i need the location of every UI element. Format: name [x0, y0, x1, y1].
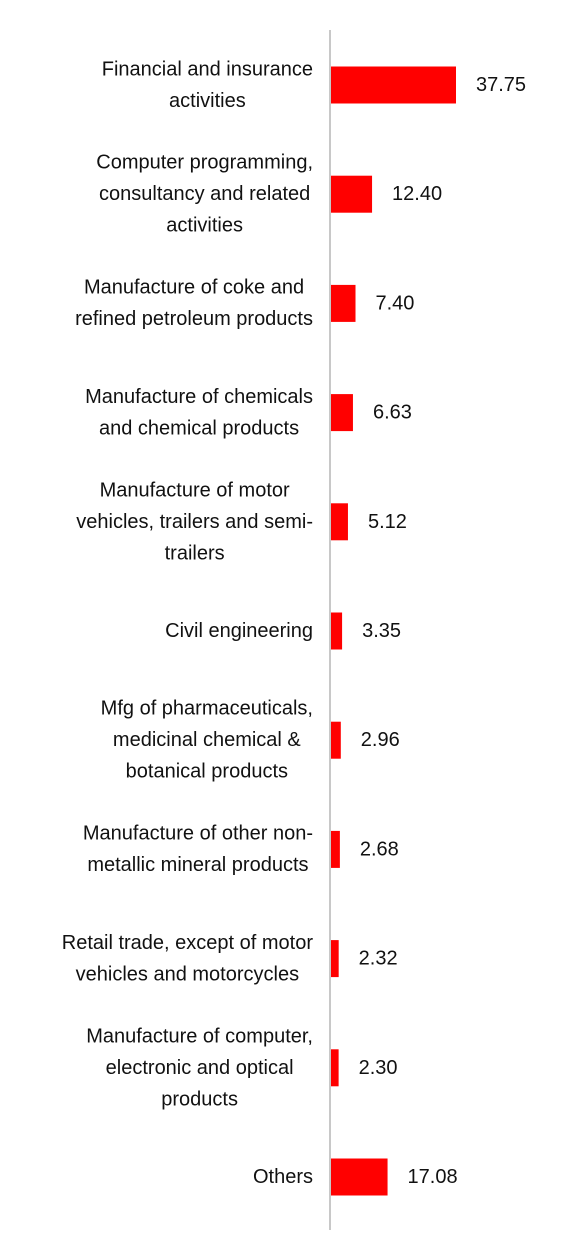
data-label: 37.75 — [476, 74, 526, 96]
labels-group: 37.75 Financial and insurance activities 12… — [62, 58, 526, 1188]
bar — [331, 394, 353, 432]
data-label: 5.12 — [368, 511, 407, 533]
category-label-line: trailers — [165, 542, 225, 564]
category-label: Civil engineering — [165, 620, 313, 642]
data-label: 2.30 — [359, 1057, 398, 1079]
bar — [331, 721, 341, 759]
bar — [331, 284, 356, 322]
data-label: 2.68 — [360, 838, 399, 860]
category-label: Retail trade, except of motor vehicles an… — [62, 932, 314, 986]
data-label: 17.08 — [408, 1166, 458, 1188]
category-label-line: Manufacture of coke and — [84, 277, 304, 299]
category-label-line: activities — [166, 215, 243, 237]
bar — [331, 1049, 339, 1087]
category-label-line: Computer programming, — [96, 152, 313, 174]
category-label-line: vehicles and motorcycles — [76, 963, 299, 985]
category-label-line: Retail trade, except of motor — [62, 932, 314, 954]
category-label-line: medicinal chemical & — [113, 729, 302, 751]
category-label-line: vehicles, trailers and semi- — [76, 511, 313, 533]
bar — [331, 175, 373, 213]
category-label: Manufacture of computer, electronic and o… — [86, 1025, 313, 1110]
bar — [331, 612, 343, 650]
category-label-line: Civil engineering — [165, 620, 313, 642]
data-label: 12.40 — [392, 183, 442, 205]
data-label: 3.35 — [362, 620, 401, 642]
bar — [331, 940, 339, 978]
category-label-line: consultancy and related — [99, 183, 310, 205]
data-label: 6.63 — [373, 402, 412, 424]
category-label-line: Manufacture of other non- — [83, 823, 313, 845]
category-label: Financial and insurance activities — [102, 58, 313, 112]
bars-group — [331, 66, 456, 1196]
data-label: 7.40 — [376, 292, 415, 314]
bar — [331, 66, 456, 104]
category-label: Mfg of pharmaceuticals, medicinal chemica… — [101, 698, 313, 783]
category-label-line: botanical products — [126, 761, 288, 783]
category-label-line: products — [161, 1088, 238, 1110]
category-label: Manufacture of coke and refined petroleum… — [75, 277, 313, 331]
category-label: Manufacture of chemicals and chemical pro… — [85, 386, 313, 440]
category-label-line: refined petroleum products — [75, 308, 313, 330]
bar — [331, 1158, 388, 1196]
category-label-line: and chemical products — [99, 417, 299, 439]
category-label: Others — [253, 1166, 313, 1188]
category-label: Computer programming, consultancy and rel… — [96, 152, 313, 237]
category-label-line: Manufacture of chemicals — [85, 386, 313, 408]
category-label-line: electronic and optical — [106, 1057, 294, 1079]
bar — [331, 830, 340, 868]
category-label-line: Mfg of pharmaceuticals, — [101, 698, 313, 720]
category-label-line: Others — [253, 1166, 313, 1188]
category-label-line: Manufacture of computer, — [86, 1025, 313, 1047]
bar — [331, 503, 348, 541]
category-label: Manufacture of motor vehicles, trailers a… — [76, 479, 313, 564]
category-label-line: Financial and insurance — [102, 58, 313, 80]
data-label: 2.96 — [361, 729, 400, 751]
category-label-line: activities — [169, 90, 246, 112]
data-label: 2.32 — [359, 948, 398, 970]
category-label: Manufacture of other non-metallic minera… — [83, 823, 313, 877]
category-label-line: Manufacture of motor — [100, 479, 290, 501]
category-label-line: metallic mineral products — [87, 854, 308, 876]
